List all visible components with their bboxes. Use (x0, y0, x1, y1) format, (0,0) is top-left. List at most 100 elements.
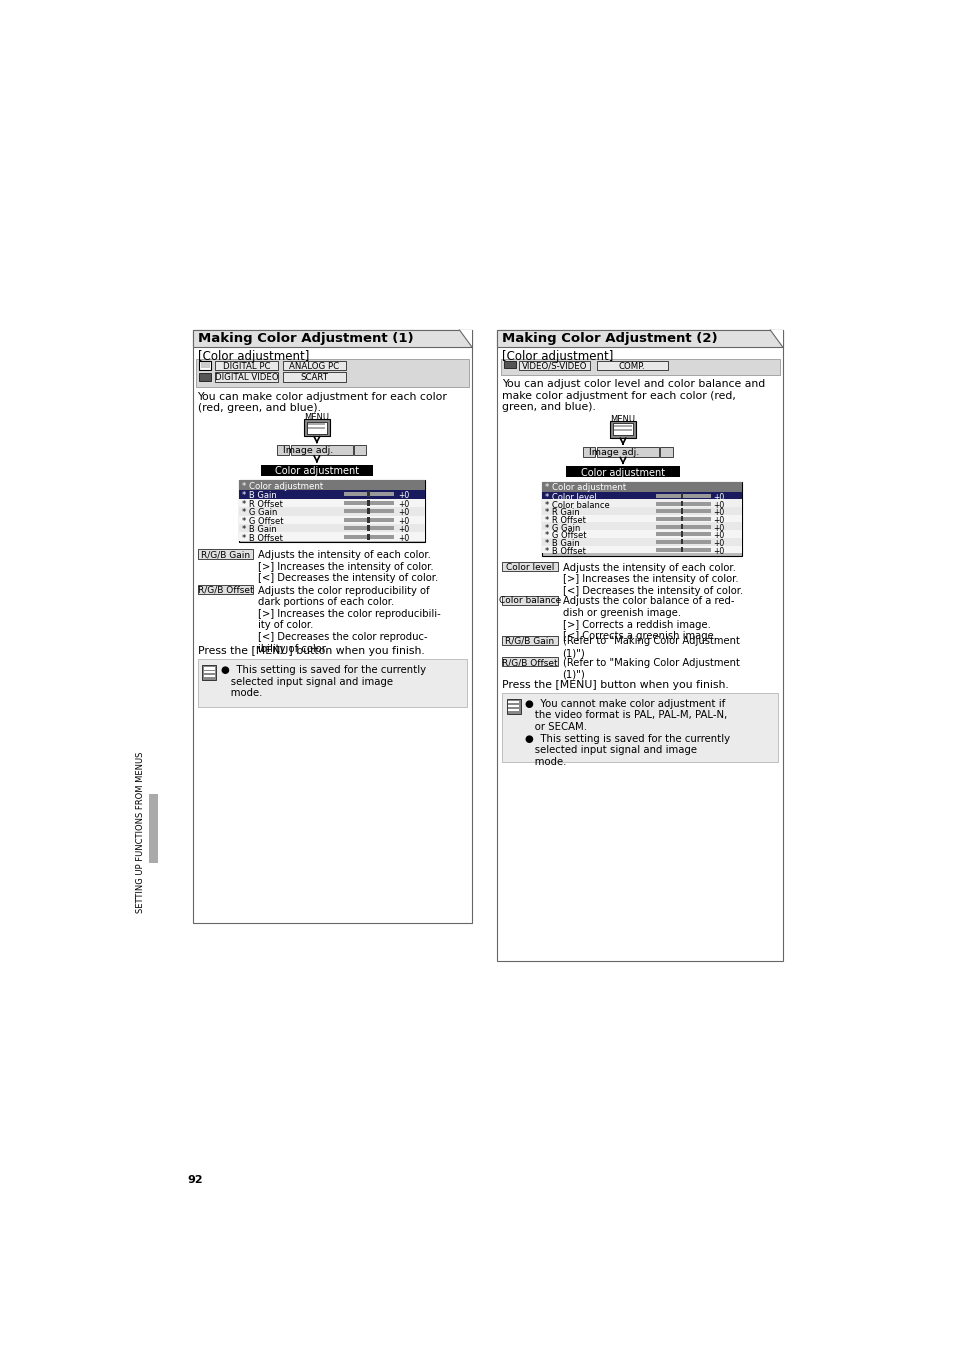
FancyBboxPatch shape (508, 701, 518, 704)
FancyBboxPatch shape (501, 636, 558, 644)
FancyBboxPatch shape (303, 419, 330, 436)
Text: +0: +0 (712, 539, 723, 549)
FancyBboxPatch shape (501, 693, 778, 762)
Text: * G Offset: * G Offset (242, 516, 284, 526)
Text: +0: +0 (712, 516, 723, 526)
FancyBboxPatch shape (282, 373, 346, 381)
FancyBboxPatch shape (680, 524, 682, 530)
Text: +0: +0 (397, 526, 409, 534)
FancyBboxPatch shape (656, 509, 710, 513)
FancyBboxPatch shape (149, 793, 158, 863)
FancyBboxPatch shape (503, 361, 516, 369)
Text: MENU: MENU (610, 415, 635, 424)
FancyBboxPatch shape (542, 538, 741, 546)
Text: Color level: Color level (505, 562, 554, 571)
FancyBboxPatch shape (656, 517, 710, 521)
FancyBboxPatch shape (200, 362, 210, 369)
FancyBboxPatch shape (501, 596, 558, 605)
FancyBboxPatch shape (656, 540, 710, 544)
Text: Color balance: Color balance (498, 596, 560, 605)
FancyBboxPatch shape (344, 527, 394, 530)
Text: 92: 92 (187, 1174, 203, 1185)
FancyBboxPatch shape (367, 500, 369, 505)
Text: Making Color Adjustment (1): Making Color Adjustment (1) (197, 332, 413, 346)
FancyBboxPatch shape (680, 516, 682, 521)
Text: * Color adjustment: * Color adjustment (545, 484, 626, 492)
Text: +0: +0 (712, 493, 723, 501)
Text: +0: +0 (397, 534, 409, 543)
FancyBboxPatch shape (614, 424, 631, 427)
Text: +0: +0 (397, 516, 409, 526)
FancyBboxPatch shape (239, 490, 425, 499)
FancyBboxPatch shape (239, 516, 425, 524)
FancyBboxPatch shape (542, 546, 741, 554)
Text: +0: +0 (397, 500, 409, 509)
FancyBboxPatch shape (501, 562, 558, 571)
FancyBboxPatch shape (518, 361, 590, 370)
Text: * Color adjustment: * Color adjustment (242, 482, 323, 490)
Text: * Color balance: * Color balance (545, 500, 610, 509)
FancyBboxPatch shape (195, 359, 468, 386)
FancyBboxPatch shape (680, 531, 682, 536)
Text: You can adjust color level and color balance and
make color adjustment for each : You can adjust color level and color bal… (501, 380, 764, 412)
Text: (Refer to "Making Color Adjustment
(1)"): (Refer to "Making Color Adjustment (1)") (562, 658, 739, 680)
Text: ●  This setting is saved for the currently
   selected input signal and image
  : ● This setting is saved for the currentl… (220, 665, 425, 698)
Text: * B Offset: * B Offset (545, 547, 586, 555)
Text: * G Gain: * G Gain (545, 524, 580, 532)
Text: VIDEO/S-VIDEO: VIDEO/S-VIDEO (521, 362, 587, 370)
FancyBboxPatch shape (239, 532, 425, 540)
FancyBboxPatch shape (354, 446, 366, 455)
FancyBboxPatch shape (656, 494, 710, 497)
FancyBboxPatch shape (239, 507, 425, 516)
FancyBboxPatch shape (344, 509, 394, 513)
FancyBboxPatch shape (282, 361, 346, 370)
FancyBboxPatch shape (276, 446, 289, 455)
Text: Image adj.: Image adj. (589, 447, 639, 457)
FancyBboxPatch shape (596, 447, 658, 457)
Text: * B Gain: * B Gain (242, 526, 277, 534)
Text: +0: +0 (397, 508, 409, 517)
FancyBboxPatch shape (542, 500, 741, 507)
Text: R/G/B Offset: R/G/B Offset (501, 658, 558, 667)
Text: SCART: SCART (300, 373, 328, 382)
FancyBboxPatch shape (680, 539, 682, 544)
Text: Adjusts the intensity of each color.
[>] Increases the intensity of color.
[<] D: Adjusts the intensity of each color. [>]… (257, 550, 437, 584)
FancyBboxPatch shape (659, 447, 672, 457)
Text: Press the [MENU] button when you finish.: Press the [MENU] button when you finish. (501, 681, 728, 690)
Text: * B Offset: * B Offset (242, 534, 283, 543)
Text: SETTING UP FUNCTIONS FROM MENUS: SETTING UP FUNCTIONS FROM MENUS (136, 751, 145, 913)
Text: Adjusts the color reproducibility of
dark portions of each color.
[>] Increases : Adjusts the color reproducibility of dar… (257, 585, 440, 654)
FancyBboxPatch shape (193, 330, 472, 347)
Text: Color adjustment: Color adjustment (580, 467, 664, 478)
FancyBboxPatch shape (542, 530, 741, 538)
FancyBboxPatch shape (680, 547, 682, 553)
FancyBboxPatch shape (307, 422, 327, 434)
FancyBboxPatch shape (497, 330, 781, 962)
Text: [Color adjustment]: [Color adjustment] (501, 350, 613, 363)
Text: * B Gain: * B Gain (545, 539, 579, 549)
FancyBboxPatch shape (193, 330, 472, 923)
Text: COMP.: COMP. (618, 362, 645, 370)
FancyBboxPatch shape (199, 361, 212, 370)
FancyBboxPatch shape (197, 550, 253, 559)
FancyBboxPatch shape (214, 361, 278, 370)
Text: +0: +0 (712, 500, 723, 509)
Text: * R Offset: * R Offset (242, 500, 283, 509)
Text: Making Color Adjustment (2): Making Color Adjustment (2) (501, 332, 717, 346)
FancyBboxPatch shape (239, 480, 425, 542)
FancyBboxPatch shape (612, 423, 633, 435)
FancyBboxPatch shape (291, 446, 353, 455)
FancyBboxPatch shape (582, 447, 595, 457)
FancyBboxPatch shape (214, 373, 278, 381)
FancyBboxPatch shape (239, 499, 425, 507)
Text: +0: +0 (712, 531, 723, 540)
FancyBboxPatch shape (508, 705, 518, 708)
FancyBboxPatch shape (261, 465, 373, 476)
FancyBboxPatch shape (500, 359, 779, 374)
Text: * G Gain: * G Gain (242, 508, 277, 517)
FancyBboxPatch shape (501, 657, 558, 666)
FancyBboxPatch shape (199, 373, 212, 381)
FancyBboxPatch shape (197, 659, 467, 707)
Polygon shape (769, 330, 781, 347)
FancyBboxPatch shape (680, 500, 682, 505)
